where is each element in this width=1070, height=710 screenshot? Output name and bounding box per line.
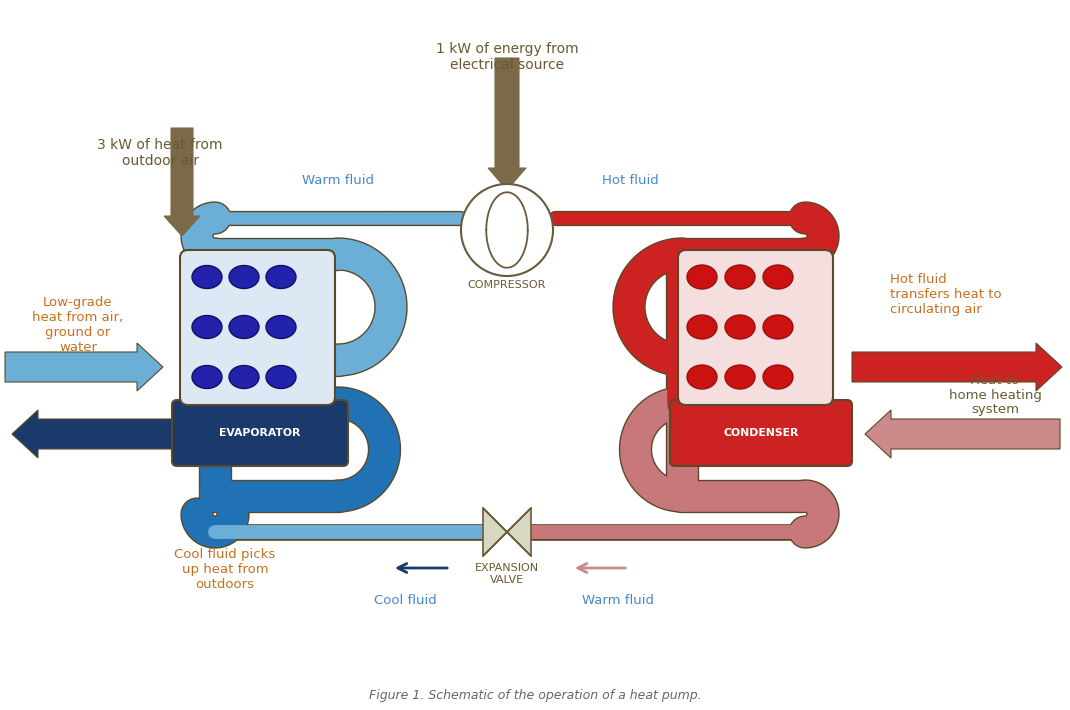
Ellipse shape bbox=[725, 265, 755, 289]
FancyBboxPatch shape bbox=[670, 400, 852, 466]
Text: EVAPORATOR: EVAPORATOR bbox=[219, 428, 301, 438]
Ellipse shape bbox=[229, 266, 259, 288]
FancyArrow shape bbox=[852, 343, 1063, 391]
FancyArrow shape bbox=[164, 128, 200, 236]
Text: Hot fluid
transfers heat to
circulating air: Hot fluid transfers heat to circulating … bbox=[890, 273, 1002, 317]
Ellipse shape bbox=[687, 265, 717, 289]
Ellipse shape bbox=[266, 366, 296, 388]
FancyArrow shape bbox=[865, 410, 1060, 458]
Ellipse shape bbox=[763, 365, 793, 389]
Text: COMPRESSOR: COMPRESSOR bbox=[468, 280, 546, 290]
Ellipse shape bbox=[687, 315, 717, 339]
Ellipse shape bbox=[763, 315, 793, 339]
Text: 3 kW of heat from
outdoor air: 3 kW of heat from outdoor air bbox=[97, 138, 223, 168]
Ellipse shape bbox=[192, 266, 221, 288]
Ellipse shape bbox=[266, 266, 296, 288]
FancyArrow shape bbox=[5, 343, 163, 391]
Text: Low-grade
heat from air,
ground or
water: Low-grade heat from air, ground or water bbox=[32, 296, 123, 354]
Ellipse shape bbox=[763, 265, 793, 289]
Text: 1 kW of energy from
electrical source: 1 kW of energy from electrical source bbox=[435, 42, 578, 72]
Text: Cool fluid picks
up heat from
outdoors: Cool fluid picks up heat from outdoors bbox=[174, 548, 276, 591]
Text: Warm fluid: Warm fluid bbox=[302, 173, 374, 187]
FancyBboxPatch shape bbox=[678, 250, 834, 405]
Ellipse shape bbox=[725, 365, 755, 389]
Text: Hot fluid: Hot fluid bbox=[601, 173, 658, 187]
Ellipse shape bbox=[192, 366, 221, 388]
Ellipse shape bbox=[229, 366, 259, 388]
Ellipse shape bbox=[725, 315, 755, 339]
Text: EXPANSION
VALVE: EXPANSION VALVE bbox=[475, 563, 539, 584]
Text: Heat to
home heating
system: Heat to home heating system bbox=[949, 373, 1041, 417]
Circle shape bbox=[461, 184, 553, 276]
FancyArrow shape bbox=[12, 410, 172, 458]
Ellipse shape bbox=[687, 365, 717, 389]
Text: Cool fluid: Cool fluid bbox=[373, 594, 437, 606]
Polygon shape bbox=[507, 508, 531, 556]
FancyBboxPatch shape bbox=[172, 400, 348, 466]
Ellipse shape bbox=[266, 315, 296, 339]
Text: Warm fluid: Warm fluid bbox=[582, 594, 654, 606]
Ellipse shape bbox=[192, 315, 221, 339]
FancyArrow shape bbox=[488, 58, 526, 190]
Text: Figure 1. Schematic of the operation of a heat pump.: Figure 1. Schematic of the operation of … bbox=[369, 689, 701, 701]
Text: CONDENSER: CONDENSER bbox=[723, 428, 798, 438]
FancyBboxPatch shape bbox=[180, 250, 335, 405]
Ellipse shape bbox=[229, 315, 259, 339]
Polygon shape bbox=[483, 508, 507, 556]
